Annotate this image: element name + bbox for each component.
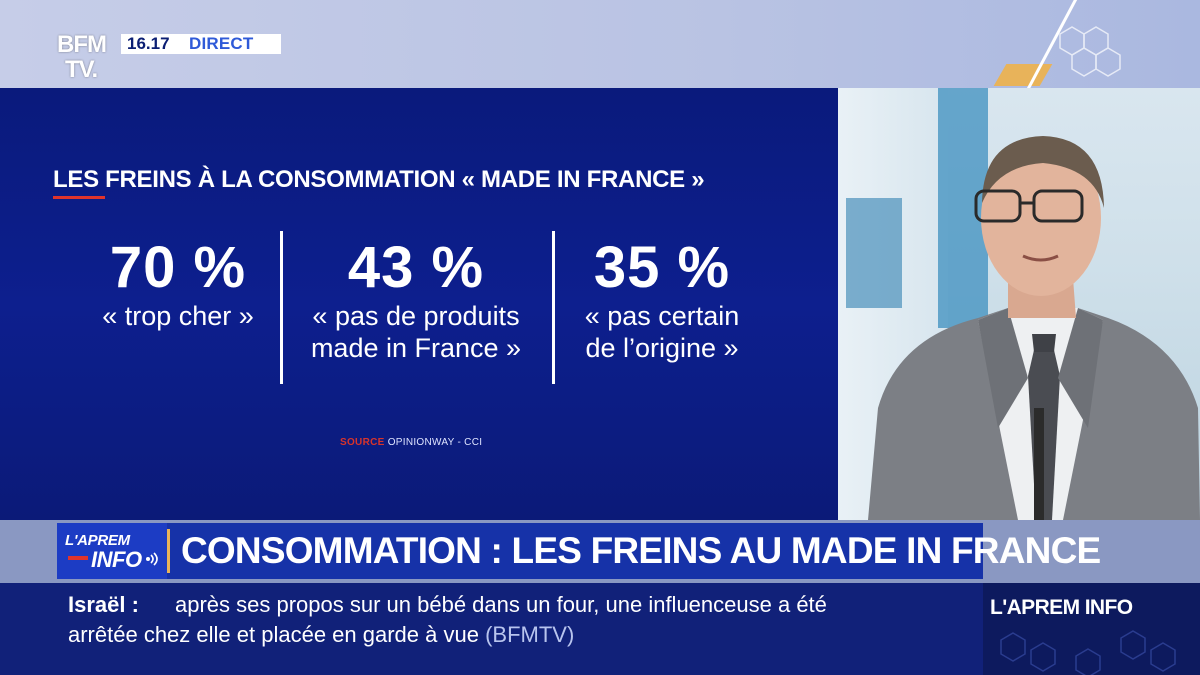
headline-banner: L'APREM INFO CONSOMMATION : LES FREINS A… xyxy=(57,523,1101,579)
headline-text: CONSOMMATION : LES FREINS AU MADE IN FRA… xyxy=(181,530,1101,571)
stat-label: « trop cher » xyxy=(88,300,268,332)
ticker-line-text: arrêtée chez elle et placée en garde à v… xyxy=(68,622,479,647)
show-logo-mark xyxy=(68,556,88,560)
broadcast-waves-icon xyxy=(146,552,158,566)
logo-line1: BFM xyxy=(57,31,107,58)
show-logo-line1: L'APREM xyxy=(65,532,130,549)
stat-label-line: de l’origine » xyxy=(585,333,739,363)
logo-line2: TV. xyxy=(65,56,98,83)
ticker-topic: Israël : xyxy=(68,592,139,617)
stat-value: 43 % xyxy=(347,235,485,300)
infographic-panel: LES FREINS À LA CONSOMMATION « MADE IN F… xyxy=(0,88,838,520)
studio-window xyxy=(846,198,902,308)
presenter-figure xyxy=(868,136,1200,520)
live-badge: 16.17 DIRECT xyxy=(121,34,281,54)
news-ticker: Israël : après ses propos sur un bébé da… xyxy=(0,583,983,675)
live-label: DIRECT xyxy=(189,34,254,53)
stat-value: 35 % xyxy=(593,235,731,300)
stat-divider xyxy=(552,231,555,384)
hexagon-pattern-icon xyxy=(1000,630,1176,675)
stat-label-line: « trop cher » xyxy=(102,301,254,331)
show-logo-line2: INFO xyxy=(91,547,142,572)
ticker-brand: L'APREM INFO xyxy=(983,583,1200,675)
studio-video xyxy=(838,88,1200,520)
stat-label: « pas certain de l’origine » xyxy=(562,300,762,364)
source-credit: SOURCE OPINIONWAY - CCI xyxy=(340,437,482,448)
stat-label: « pas de produits made in France » xyxy=(293,300,539,364)
stat-block: 70 % « trop cher » xyxy=(88,238,268,332)
channel-logo: BFM TV. xyxy=(57,33,115,85)
stat-block: 35 % « pas certain de l’origine » xyxy=(562,238,762,364)
hexagon-pattern-icon xyxy=(1059,26,1121,77)
ticker-line: après ses propos sur un bébé dans un fou… xyxy=(175,592,827,617)
banner-separator xyxy=(167,529,170,573)
decorative-graphic xyxy=(980,0,1140,88)
studio-window xyxy=(938,88,988,328)
ticker-source: (BFMTV) xyxy=(485,622,575,647)
infographic-title: LES FREINS À LA CONSOMMATION « MADE IN F… xyxy=(53,166,705,193)
stat-label-line: made in France » xyxy=(310,333,522,363)
stat-value: 70 % xyxy=(109,235,247,300)
title-underline xyxy=(53,196,105,199)
source-value: OPINIONWAY - CCI xyxy=(387,437,483,448)
ticker-brand-label: L'APREM INFO xyxy=(990,596,1133,619)
stat-label-line: « pas certain xyxy=(584,301,740,331)
stat-label-line: « pas de produits xyxy=(312,301,520,331)
clock-time: 16.17 xyxy=(127,34,170,53)
stat-divider xyxy=(280,231,283,384)
show-logo: L'APREM INFO xyxy=(57,523,167,579)
ticker-line: arrêtée chez elle et placée en garde à v… xyxy=(68,622,574,648)
stat-block: 43 % « pas de produits made in France » xyxy=(293,238,539,364)
decorative-orange-shape xyxy=(993,64,1053,86)
source-key: SOURCE xyxy=(340,437,385,448)
